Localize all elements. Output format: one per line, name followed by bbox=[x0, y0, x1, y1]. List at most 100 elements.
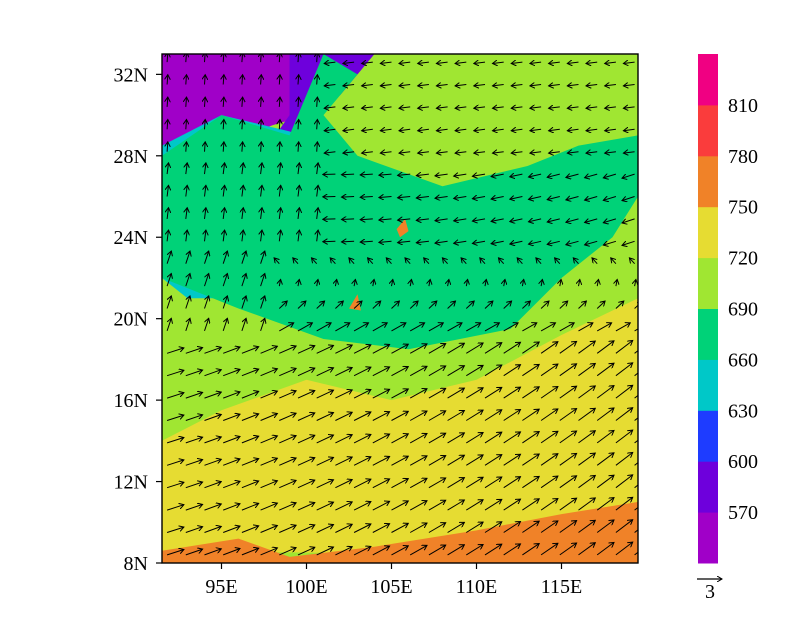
wind-vector-71 bbox=[522, 499, 539, 511]
wind-vector-303 bbox=[484, 301, 493, 309]
wind-vector-39 bbox=[409, 523, 427, 533]
wind-vector-164 bbox=[316, 413, 334, 421]
wind-vector-263 bbox=[222, 318, 227, 332]
wind-vector-584 bbox=[380, 62, 392, 63]
wind-vector-583 bbox=[362, 62, 373, 63]
wind-vector-587 bbox=[436, 62, 448, 63]
wind-vector-189 bbox=[297, 391, 315, 399]
wind-vector-400 bbox=[342, 219, 355, 220]
wind-vector-146 bbox=[466, 433, 483, 444]
wind-vector-249 bbox=[447, 343, 465, 354]
wind-vector-156 bbox=[166, 415, 184, 421]
wind-vector-206 bbox=[615, 385, 633, 399]
wind-vector-22 bbox=[578, 543, 596, 556]
wind-vector-437 bbox=[547, 197, 560, 200]
wind-vector-531 bbox=[362, 107, 373, 108]
wind-vector-245 bbox=[372, 345, 390, 354]
wind-vector-481 bbox=[399, 152, 411, 153]
wind-vector-404 bbox=[416, 219, 429, 221]
wind-vector-442 bbox=[167, 163, 168, 175]
wind-vector-95 bbox=[484, 477, 502, 489]
wind-vector-21 bbox=[559, 543, 577, 556]
wind-vector-352 bbox=[424, 258, 430, 265]
wind-vector-504 bbox=[343, 129, 355, 130]
wind-vector-564 bbox=[493, 85, 504, 86]
wind-vector-151 bbox=[559, 431, 577, 444]
wind-vector-309 bbox=[596, 301, 605, 309]
wind-vector-562 bbox=[455, 85, 467, 86]
wind-vector-241 bbox=[297, 346, 315, 354]
reference-vector-label: 3 bbox=[705, 581, 715, 603]
wind-vector-390 bbox=[167, 208, 168, 219]
wind-vector-126 bbox=[578, 453, 596, 466]
wind-vector-593 bbox=[549, 62, 560, 63]
wind-vector-405 bbox=[435, 219, 448, 221]
wind-vector-166 bbox=[353, 412, 371, 421]
wind-vector-401 bbox=[360, 219, 373, 220]
x-axis: 95E 100E 105E 110E 115E bbox=[205, 563, 582, 598]
wind-vector-201 bbox=[522, 387, 539, 399]
wind-vector-403 bbox=[398, 219, 411, 220]
field-region-3 bbox=[162, 54, 638, 350]
wind-vector-306 bbox=[540, 301, 549, 309]
wind-vector-453 bbox=[360, 174, 373, 175]
wind-vector-157 bbox=[185, 415, 203, 421]
wind-vector-382 bbox=[491, 241, 504, 243]
wind-vector-319 bbox=[298, 280, 299, 287]
wind-vector-20 bbox=[540, 543, 558, 556]
wind-vector-597 bbox=[623, 62, 635, 63]
wind-vector-115 bbox=[372, 457, 390, 466]
wind-vector-477 bbox=[324, 152, 336, 153]
wind-vector-509 bbox=[436, 129, 448, 130]
wind-vector-271 bbox=[372, 323, 387, 332]
wind-vector-101 bbox=[596, 475, 614, 489]
wind-vector-538 bbox=[493, 107, 504, 108]
wind-vector-532 bbox=[380, 107, 392, 108]
wind-vector-60 bbox=[316, 502, 334, 511]
wind-vector-446 bbox=[242, 163, 243, 175]
wind-vector-422 bbox=[279, 185, 280, 197]
wind-vector-518 bbox=[605, 129, 616, 130]
wind-vector-106 bbox=[204, 459, 222, 466]
wind-vector-200 bbox=[503, 387, 521, 399]
wind-vector-209 bbox=[185, 370, 203, 377]
y-tick-label-5: 28N bbox=[114, 146, 148, 168]
wind-vector-212 bbox=[241, 369, 259, 377]
wind-vector-429 bbox=[398, 197, 411, 198]
wind-vector-130 bbox=[166, 438, 184, 444]
x-tick-label-1: 100E bbox=[285, 576, 327, 598]
wind-vector-517 bbox=[586, 129, 598, 130]
wind-vector-73 bbox=[559, 498, 577, 511]
wind-vector-497 bbox=[223, 120, 224, 130]
wind-vector-216 bbox=[316, 368, 334, 377]
wind-vector-395 bbox=[261, 208, 262, 219]
wind-vector-454 bbox=[379, 174, 392, 175]
wind-vector-444 bbox=[205, 163, 206, 175]
wind-vector-431 bbox=[435, 197, 448, 199]
wind-vector-195 bbox=[409, 389, 427, 399]
wind-vector-449 bbox=[298, 163, 299, 175]
wind-vector-595 bbox=[586, 62, 598, 63]
wind-vector-298 bbox=[391, 301, 400, 309]
wind-vector-370 bbox=[279, 230, 280, 242]
wind-vector-296 bbox=[353, 301, 362, 309]
wind-vector-568 bbox=[567, 85, 579, 86]
wind-vector-269 bbox=[335, 323, 349, 332]
wind-vector-8 bbox=[316, 547, 334, 556]
wind-vector-285 bbox=[634, 328, 638, 332]
wind-vector-473 bbox=[261, 142, 262, 152]
wind-vector-456 bbox=[416, 174, 429, 176]
wind-vector-261 bbox=[185, 318, 190, 332]
wind-vector-168 bbox=[391, 411, 409, 421]
wind-vector-229 bbox=[559, 364, 577, 377]
wind-vector-350 bbox=[386, 258, 392, 265]
wind-vector-251 bbox=[484, 343, 502, 354]
wind-vector-335 bbox=[597, 280, 598, 287]
wind-vector-529 bbox=[324, 107, 336, 108]
wind-vector-148 bbox=[503, 432, 521, 444]
wind-vector-386 bbox=[566, 241, 579, 244]
wind-vector-543 bbox=[586, 107, 598, 108]
wind-vector-577 bbox=[261, 54, 262, 63]
y-tick-label-4: 24N bbox=[114, 227, 148, 249]
wind-vector-549 bbox=[223, 75, 224, 85]
